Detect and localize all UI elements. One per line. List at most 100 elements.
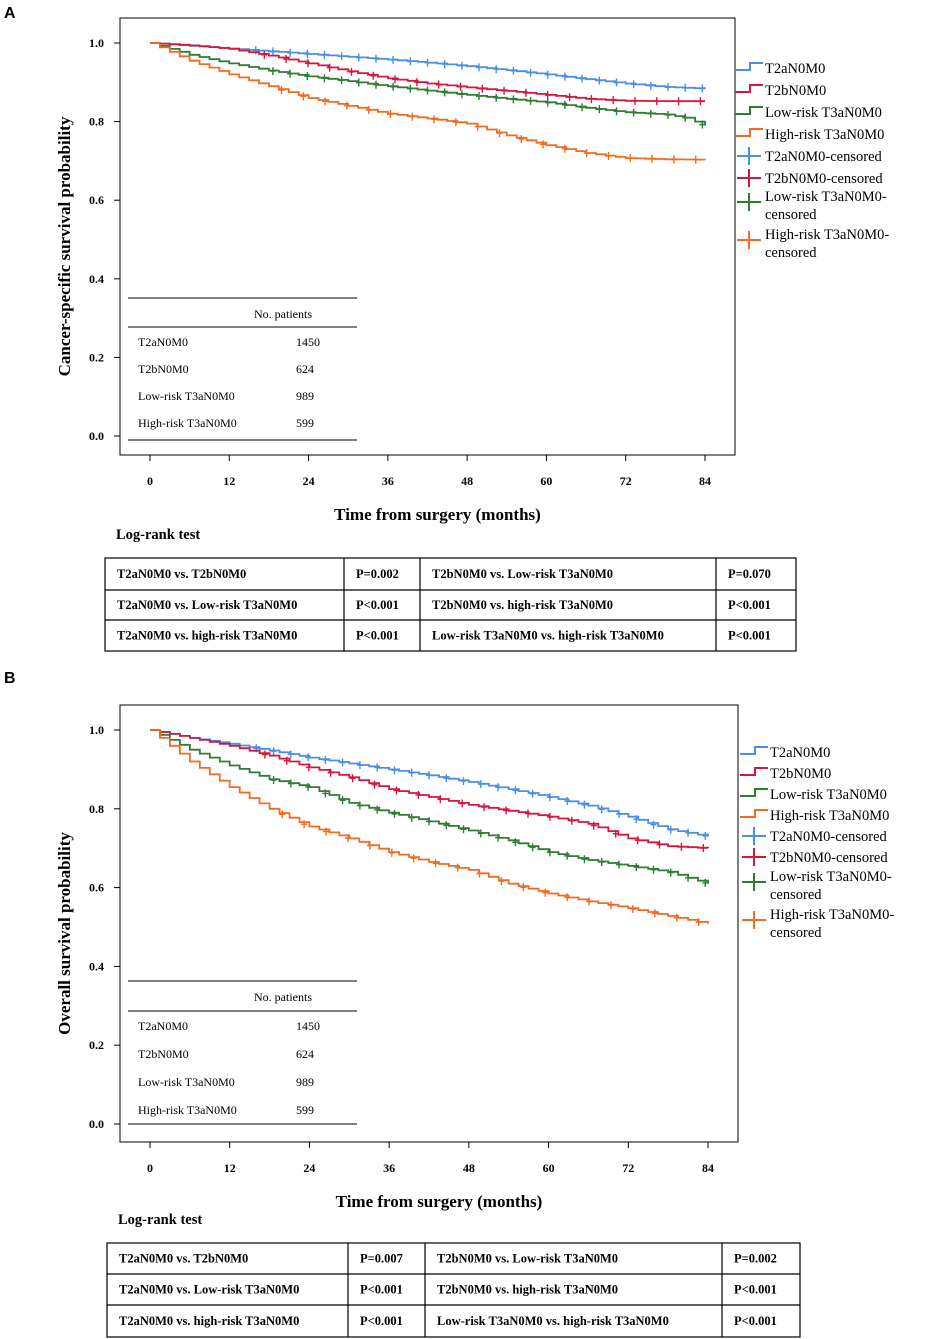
comparison-label: T2bN0M0 vs. high-risk T3aN0M0 [432, 598, 613, 612]
legend-label: Low-risk T3aN0M0 [765, 105, 882, 121]
censor-mark [695, 918, 702, 926]
censor-mark [647, 81, 654, 90]
censor-mark [651, 909, 658, 918]
censor-marks-low-risk-t3an0m0 [269, 67, 706, 129]
censor-mark [287, 48, 294, 57]
legend-censor-symbol [737, 169, 761, 187]
censor-mark [338, 52, 345, 61]
censor-mark [546, 793, 553, 802]
inset-count: 599 [296, 1103, 314, 1117]
censor-marks-high-risk-t3an0m0 [279, 810, 702, 926]
plot-frame [119, 17, 736, 456]
censor-mark [527, 96, 534, 105]
censor-mark [590, 821, 597, 830]
curve-high-risk-t3an0m0 [150, 42, 706, 161]
censor-mark [443, 774, 450, 783]
censor-mark [374, 805, 381, 814]
inset-header: No. patients [254, 990, 312, 1004]
censor-mark [524, 809, 531, 818]
legend-label-line1: Low-risk T3aN0M0- [765, 189, 887, 205]
p-value: P=0.007 [360, 1252, 403, 1266]
censor-mark [441, 60, 448, 69]
y-tick-label: 0.4 [89, 272, 104, 286]
censor-mark [370, 71, 377, 80]
legend-label-line2: censored [770, 925, 822, 941]
censor-mark [339, 758, 346, 767]
censor-mark [546, 812, 553, 821]
censor-mark [598, 805, 605, 814]
legend-step-symbol [735, 62, 763, 71]
censor-mark [477, 829, 484, 838]
legend-censor-symbol [737, 147, 761, 165]
log-rank-heading: Log-rank test [116, 527, 200, 543]
censor-mark [371, 780, 378, 789]
x-tick-label: 84 [702, 1161, 714, 1175]
legend-label: T2bN0M0-censored [770, 850, 888, 866]
censor-mark [598, 858, 605, 866]
censor-mark [700, 844, 707, 852]
censor-mark [409, 112, 416, 121]
log-rank-table-b: Log-rank test T2aN0M0 vs. T2bN0M0 P=0.007 T… [106, 1212, 801, 1338]
censor-mark [512, 786, 519, 795]
censor-mark [415, 790, 422, 799]
censor-mark [564, 797, 571, 805]
x-tick-label: 24 [303, 474, 315, 488]
y-tick-label: 0.8 [89, 802, 104, 816]
censor-mark [322, 789, 329, 798]
censor-mark [459, 799, 466, 808]
censor-mark [665, 83, 671, 92]
p-value: P<0.001 [734, 1314, 777, 1328]
censor-mark [407, 84, 414, 93]
censor-mark [426, 771, 432, 780]
x-tick-label: 60 [543, 1161, 555, 1175]
x-axis-title: Time from surgery (months) [334, 505, 541, 524]
censor-mark [413, 78, 420, 87]
y-tick-label: 1.0 [89, 723, 104, 737]
censor-mark [697, 97, 704, 106]
inset-header: No. patients [254, 307, 312, 321]
legend-label: High-risk T3aN0M0 [765, 127, 884, 143]
x-tick-label: 72 [620, 474, 632, 488]
censor-marks-low-risk-t3an0m0 [270, 776, 709, 887]
censor-mark [437, 795, 444, 804]
y-axis-title: Overall survival probability [55, 832, 74, 1035]
x-tick-label: 36 [383, 1161, 395, 1175]
censor-mark [501, 86, 508, 95]
legend-censor-symbol [742, 911, 766, 929]
censor-marks-high-risk-t3an0m0 [278, 86, 699, 164]
censor-mark [304, 72, 311, 81]
legend-label: High-risk T3aN0M0 [770, 808, 889, 824]
censor-mark [391, 766, 398, 775]
legend-label-line1: High-risk T3aN0M0- [765, 227, 889, 243]
censor-mark [605, 151, 612, 160]
censor-marks-t2an0m0 [252, 46, 706, 93]
y-tick-label: 0.2 [89, 350, 104, 364]
censor-mark [356, 761, 363, 770]
censor-mark [699, 120, 706, 129]
censor-mark [496, 129, 503, 138]
x-tick-label: 60 [540, 474, 552, 488]
legend-label-line1: Low-risk T3aN0M0- [770, 869, 892, 885]
y-tick-label: 0.6 [89, 193, 104, 207]
censor-mark [650, 820, 657, 829]
legend-label-line2: censored [765, 207, 817, 223]
y-tick-label: 0.4 [89, 959, 104, 973]
legend-label-line1: High-risk T3aN0M0- [770, 907, 894, 923]
censor-mark [699, 84, 706, 93]
censor-mark [498, 877, 505, 886]
censor-mark [476, 92, 483, 101]
censor-mark [355, 53, 362, 62]
x-tick-label: 24 [303, 1161, 315, 1175]
censor-mark [305, 782, 312, 791]
censor-mark [588, 95, 595, 104]
censor-mark [388, 848, 395, 857]
inset-count: 599 [296, 416, 314, 430]
censor-mark [474, 122, 481, 131]
censor-mark [685, 873, 692, 882]
x-tick-label: 12 [223, 474, 235, 488]
inset-group-label: High-risk T3aN0M0 [138, 1103, 237, 1117]
legend-step-symbol [740, 767, 768, 776]
censor-mark [647, 109, 654, 118]
censor-mark [630, 80, 637, 89]
censor-mark [339, 796, 346, 805]
